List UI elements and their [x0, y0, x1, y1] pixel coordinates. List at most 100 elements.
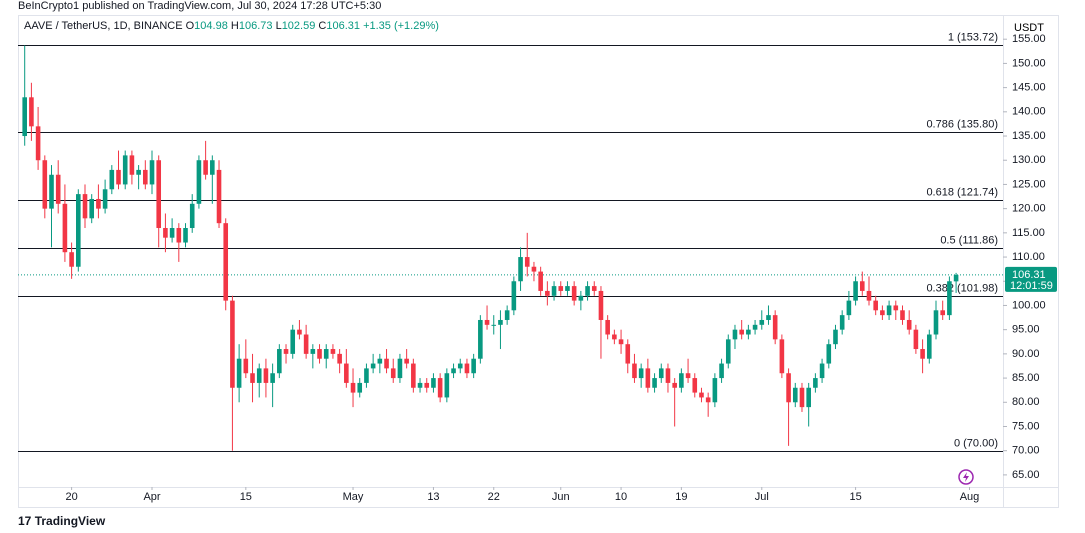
ohlc: O104.98 H106.73 L102.59 C106.31 [186, 20, 363, 32]
x-tick-label: May [343, 491, 364, 503]
candle-body [806, 387, 811, 408]
candle-body [196, 160, 202, 204]
ohlc-value: 104.98 [194, 20, 228, 32]
x-tick-label: Jul [755, 491, 769, 503]
candle-body [618, 339, 624, 345]
candle-body [357, 382, 363, 393]
candle-body [665, 368, 671, 383]
candle-body [699, 392, 704, 398]
y-tick-label: 75.00 [1012, 420, 1040, 432]
y-tick-label: 130.00 [1012, 154, 1046, 166]
ohlc-key: O [185, 20, 195, 32]
candle-body [705, 397, 711, 403]
candle-body [873, 300, 878, 311]
candle-body [89, 198, 95, 219]
plot: 1 (153.72) 0.786 (135.80) 0.618 (121.74) 0.… [18, 31, 1003, 452]
candle-body [109, 169, 115, 190]
candle-body [578, 295, 584, 301]
candle-body [940, 310, 945, 316]
candle-body [779, 339, 785, 374]
candle-body [826, 344, 832, 364]
candle-body [337, 353, 342, 364]
candle-body [685, 373, 691, 379]
candle-body [933, 310, 939, 335]
candle-body [297, 329, 302, 335]
y-tick-label: 85.00 [1012, 372, 1040, 384]
candle-body [163, 228, 168, 238]
candle-body [739, 329, 744, 335]
fib-label: 0.382 (101.98) [926, 282, 998, 294]
candle-body [444, 373, 450, 398]
candle-body [243, 358, 249, 374]
candle-body [236, 358, 242, 388]
candle-body [833, 329, 838, 345]
candle-body [471, 358, 476, 374]
y-tick-label: 80.00 [1012, 396, 1040, 408]
candle-body [122, 155, 128, 185]
candle-body [524, 257, 530, 267]
candle-body [786, 373, 791, 403]
candle-body [846, 300, 852, 316]
candle-body [283, 349, 289, 354]
candle-body [451, 368, 456, 374]
y-tick-label: 95.00 [1012, 324, 1040, 336]
y-tick-label: 90.00 [1012, 348, 1040, 360]
candle-body [102, 189, 108, 209]
y-tick-label: 145.00 [1012, 82, 1046, 94]
candle-body [545, 290, 550, 296]
candle-body [558, 286, 564, 291]
candle-body [752, 324, 758, 330]
x-tick-label: Apr [143, 491, 160, 503]
candle-body [424, 382, 430, 388]
candle-body [49, 174, 54, 209]
candle-body [906, 319, 912, 330]
candle-body [210, 160, 215, 175]
candle-body [256, 368, 262, 383]
candle-body [404, 358, 409, 364]
candle-body [645, 368, 651, 388]
y-tick-label: 115.00 [1012, 227, 1045, 239]
alert-icon [958, 469, 974, 485]
y-tick-label: 110.00 [1012, 251, 1045, 263]
candle-body [672, 382, 677, 388]
candle-body [679, 373, 684, 388]
candle-body [947, 281, 952, 316]
y-tick-label: 100.00 [1012, 299, 1046, 311]
candle-body [719, 363, 724, 379]
currency: USDT [1014, 22, 1044, 34]
change: +1.35 (+1.29%) [363, 20, 439, 32]
symbol: AAVE / TetherUS, 1D, BINANCE [24, 20, 183, 32]
candle-body [310, 349, 316, 354]
candle-body [638, 368, 644, 379]
candle-body [591, 286, 597, 291]
candle-body [35, 126, 41, 161]
candle-body [813, 378, 818, 388]
brand-name: TradingView [34, 514, 106, 528]
y-tick-label: 70.00 [1012, 445, 1040, 457]
candle-body [263, 368, 269, 383]
candle-body [913, 329, 919, 350]
candle-body [612, 334, 617, 340]
publisher-note: BeInCrypto1 published on TradingView.com… [18, 0, 382, 12]
candle-body [531, 266, 537, 272]
candle-body [411, 363, 416, 388]
y-tick-label: 155.00 [1012, 33, 1046, 45]
candle-body [290, 329, 296, 354]
candle-body [853, 281, 858, 301]
candle-body [169, 228, 175, 238]
candle-body [431, 378, 436, 388]
candle-body [511, 281, 517, 311]
candle-body [893, 305, 899, 311]
brand: 17 TradingView [18, 514, 106, 528]
candle-body [42, 160, 48, 209]
candle-body [96, 198, 101, 209]
ohlc-key: H [230, 20, 239, 32]
y-tick-label: 150.00 [1012, 57, 1046, 69]
y-tick-label: 65.00 [1012, 469, 1040, 481]
candle-body [538, 271, 543, 291]
price-badge [1005, 266, 1057, 292]
candle-body [116, 169, 121, 185]
candle-body [203, 160, 208, 175]
candle-body [725, 339, 731, 364]
